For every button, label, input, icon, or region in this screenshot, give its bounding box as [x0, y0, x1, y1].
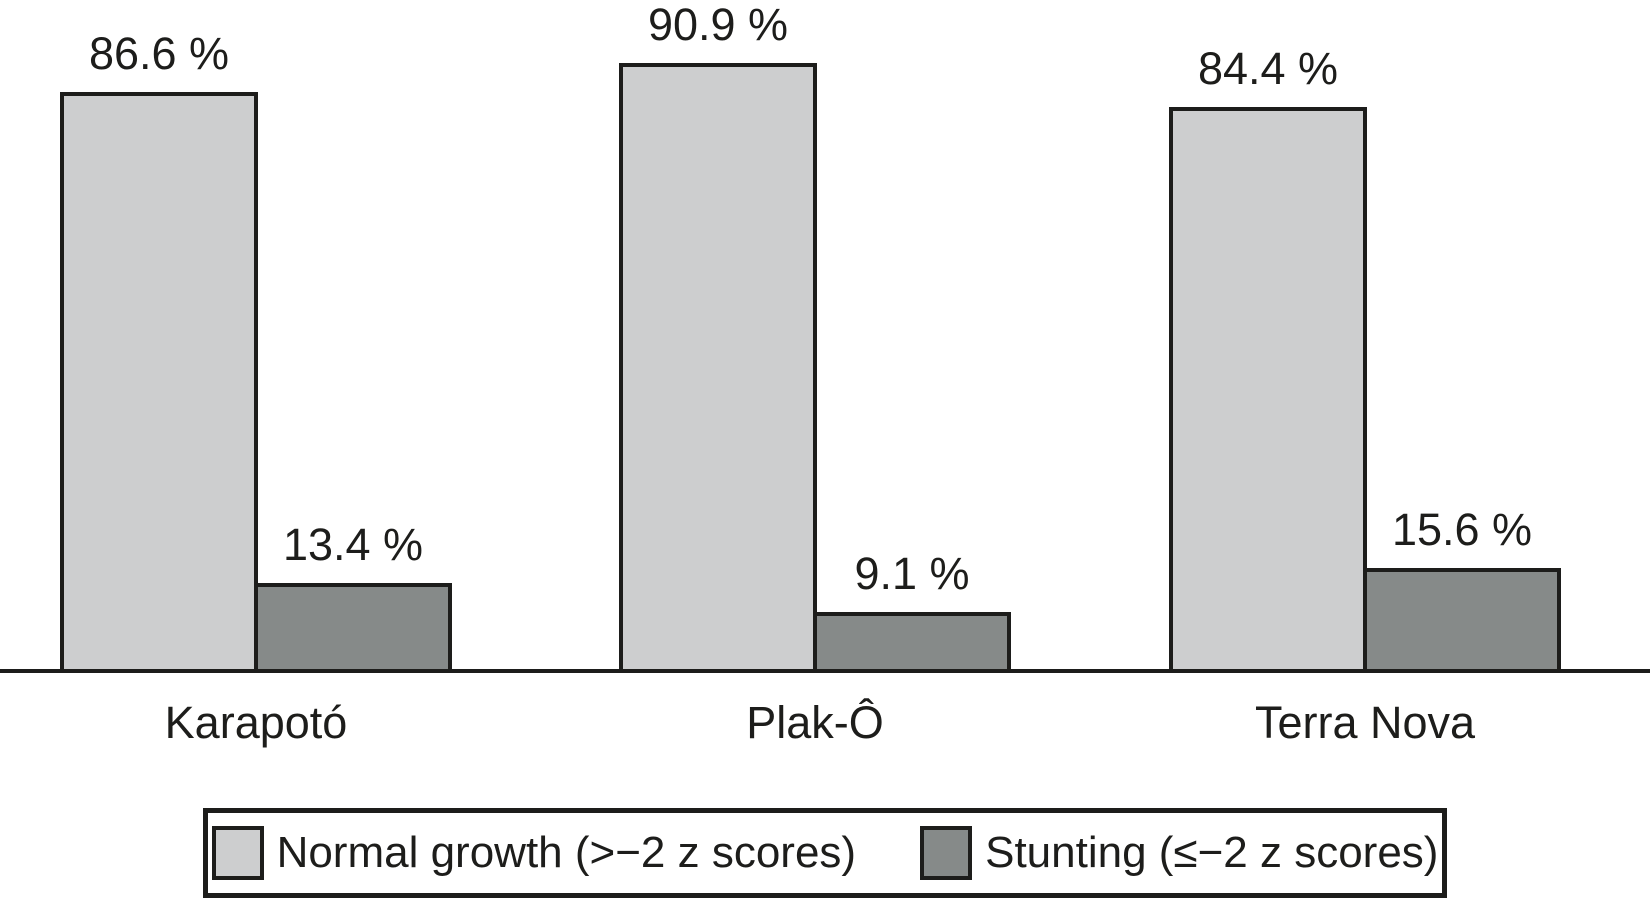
value-label-stunting-plak-o: 9.1 % [854, 548, 970, 599]
value-label-normal-growth-plak-o: 90.9 % [647, 0, 789, 50]
bar-stunting-plak-o [813, 612, 1011, 673]
legend-label-normal-growth: Normal growth (>−2 z scores) [276, 828, 857, 877]
x-axis-line [0, 669, 1650, 673]
legend-swatch-normal-growth [211, 826, 264, 880]
value-label-stunting-karapoto: 13.4 % [282, 519, 424, 570]
legend-label-stunting: Stunting (≤−2 z scores) [985, 828, 1439, 877]
legend-item-normal-growth: Normal growth (>−2 z scores) [211, 826, 857, 880]
x-axis-label-terra-nova: Terra Nova [1254, 697, 1476, 748]
x-axis-label-karapoto: Karapotó [164, 697, 348, 748]
legend-swatch-stunting [920, 826, 973, 880]
legend-item-stunting: Stunting (≤−2 z scores) [920, 826, 1438, 880]
value-label-normal-growth-karapoto: 86.6 % [88, 28, 230, 79]
value-label-normal-growth-terra-nova: 84.4 % [1197, 43, 1339, 94]
bar-normal-growth-karapoto [60, 92, 258, 673]
bar-normal-growth-terra-nova [1169, 107, 1367, 673]
bar-stunting-karapoto [254, 583, 452, 673]
x-axis-label-plak-o: Plak-Ô [746, 697, 884, 748]
legend: Normal growth (>−2 z scores) Stunting (≤… [203, 808, 1447, 898]
bar-stunting-terra-nova [1363, 568, 1561, 673]
plot-area: 86.6 % 13.4 % 90.9 % 9.1 % 84.4 % 15.6 % [60, 0, 1561, 673]
bar-normal-growth-plak-o [619, 63, 817, 673]
value-label-stunting-terra-nova: 15.6 % [1391, 504, 1533, 555]
